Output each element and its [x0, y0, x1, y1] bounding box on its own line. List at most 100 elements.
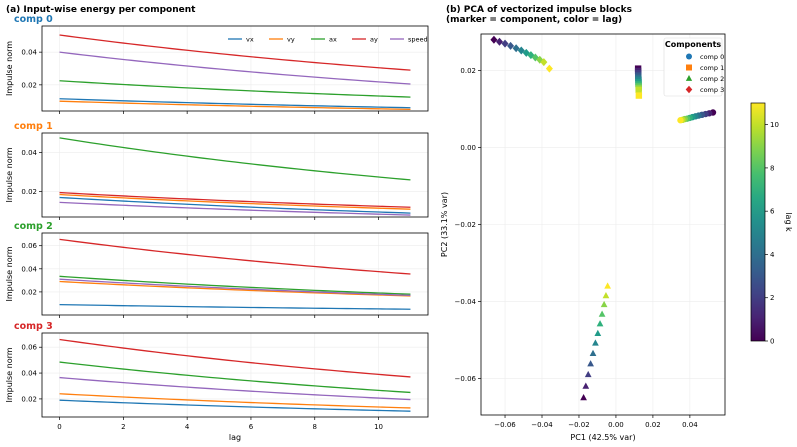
panel-comp1-line-vy: [59, 193, 411, 210]
pca-ytick-label: 0.02: [460, 67, 476, 75]
colorbar-tick-label: 8: [770, 164, 774, 172]
colorbar-label: lag k: [784, 212, 793, 232]
pca-point-comp2-lag5: [592, 339, 599, 346]
pca-legend-marker-comp2: [685, 75, 693, 81]
right-figure-title-line1: (b) PCA of vectorized impulse blocks: [446, 5, 632, 15]
panel-comp2-ylabel: Impulse norm: [5, 246, 14, 301]
panel-comp1-ytick-label: 0.02: [21, 188, 37, 196]
panel-comp2-frame: [41, 232, 429, 316]
panel-comp2-line-ay: [59, 238, 411, 275]
pca-xtick-label: −0.06: [494, 421, 516, 429]
pca-point-comp2-lag8: [598, 310, 606, 317]
panel-comp3-frame: [41, 332, 429, 418]
pca-point-comp3-lag10: [540, 58, 548, 67]
panel-comp3-ylabel: Impulse norm: [5, 347, 14, 402]
panel-comp0-line-vy: [59, 100, 411, 111]
pca-legend-title: Components: [665, 40, 722, 49]
panel-comp3-ytick-label: 0.06: [21, 344, 37, 352]
panel-comp3-line-vx: [59, 399, 411, 412]
panel-comp2-title: comp 2: [14, 221, 53, 232]
panel-comp0-line-ay: [59, 34, 411, 71]
panel-comp3-xtick-label: 2: [121, 423, 125, 431]
panel-comp2-line-ax: [59, 275, 411, 295]
pca-ytick-label: 0.00: [460, 144, 476, 152]
colorbar-tick-label: 10: [770, 121, 779, 129]
pca-ytick-label: −0.02: [455, 221, 476, 229]
pca-point-comp3-lag3: [507, 41, 515, 50]
panel-comp3-xtick-label: 6: [249, 423, 254, 431]
panel-comp0-ytick-label: 0.04: [21, 49, 37, 57]
panel-comp3-line-ay: [59, 338, 411, 378]
colorbar-tick-label: 6: [770, 208, 775, 216]
colorbar-tick-label: 2: [770, 294, 774, 302]
panel-comp1-ytick-label: 0.04: [21, 149, 37, 157]
pca-xtick-label: −0.02: [568, 421, 589, 429]
panel-comp0-line-ax: [59, 80, 411, 98]
pca-point-comp1-lag10: [635, 86, 642, 94]
pca-legend-label-comp1: comp 1: [700, 64, 724, 72]
panel-comp1-line-ay: [59, 191, 411, 208]
pca-xtick-label: 0.00: [608, 421, 624, 429]
pca-point-comp2-lag3: [587, 360, 594, 367]
pca-point-comp2-lag0: [580, 394, 587, 401]
panel-comp3-line-speed: [59, 376, 411, 401]
panel-comp2-ytick-label: 0.06: [21, 242, 37, 250]
panel-comp0-ytick-label: 0.02: [21, 81, 37, 89]
panel-comp0-line-speed: [59, 51, 411, 85]
panel-comp1-frame: [41, 132, 429, 218]
pca-point-comp3-lag11: [545, 64, 553, 73]
pca-legend-box: [663, 37, 723, 97]
panel-comp2-ytick-label: 0.04: [21, 265, 37, 273]
pca-point-comp2-lag6: [594, 329, 602, 336]
panel-comp0-line-vx: [59, 98, 411, 109]
panel-comp0-title: comp 0: [14, 14, 53, 25]
panel-comp0-frame: [41, 25, 429, 112]
colorbar: [750, 102, 766, 342]
pca-legend-marker-comp0: [686, 53, 692, 60]
pca-ytick-label: −0.04: [455, 298, 477, 306]
charts-layer: 0.02 0.04 comp 0 Impulse norm vx vy ax ay speed 0…: [5, 14, 793, 442]
legend-label-speed: speed: [408, 36, 428, 44]
pca-legend-marker-comp1: [686, 64, 692, 71]
panel-comp2-line-vy: [59, 280, 411, 297]
pca-point-comp3-lag4: [512, 44, 520, 53]
pca-point-comp2-lag9: [600, 300, 608, 308]
pca-point-comp3-lag0: [490, 35, 498, 44]
pca-xtick-label: 0.02: [645, 421, 661, 429]
pca-xtick-label: 0.04: [682, 421, 698, 429]
panel-comp3-ytick-label: 0.02: [21, 395, 37, 403]
colorbar-tick-label: 4: [770, 251, 775, 259]
panel-comp3-line-vy: [59, 393, 411, 409]
pca-legend-marker-comp3: [685, 85, 693, 94]
pca-point-comp2-lag10: [602, 292, 610, 299]
panel-comp3-xtick-label: 0: [57, 423, 61, 431]
pca-point-comp1-lag11: [635, 92, 643, 99]
panel-comp3-title: comp 3: [14, 321, 53, 332]
panel-comp3-xtick-label: 10: [374, 423, 383, 431]
panel-comp3-xtick-label: 4: [185, 423, 190, 431]
pca-point-comp2-lag1: [582, 382, 590, 389]
pca-legend-label-comp3: comp 3: [700, 86, 724, 94]
legend-label-ax: ax: [329, 36, 337, 44]
panel-comp2-line-speed: [59, 278, 411, 297]
pca-legend-label-comp0: comp 0: [700, 53, 724, 61]
pca-ylabel: PC2 (33.1% var): [440, 192, 449, 257]
pca-point-comp2-lag7: [596, 320, 604, 327]
pca-xlabel: PC1 (42.5% var): [570, 433, 635, 442]
panel-comp2-ytick-label: 0.02: [21, 288, 37, 296]
pca-xtick-label: −0.04: [531, 421, 553, 429]
pca-point-comp0-lag11: [677, 117, 684, 124]
panel-comp1-line-ax: [59, 137, 411, 181]
pca-point-comp2-lag2: [584, 370, 592, 378]
panel-comp3-xlabel: lag: [229, 433, 241, 442]
legend-label-vx: vx: [246, 36, 254, 44]
panel-comp3-xtick-label: 8: [313, 423, 317, 431]
panel-comp1-ylabel: Impulse norm: [5, 147, 14, 202]
legend-label-vy: vy: [287, 36, 295, 44]
pca-point-comp2-lag11: [604, 282, 611, 289]
panel-comp1-title: comp 1: [14, 121, 53, 132]
pca-point-comp3-lag1: [495, 37, 504, 46]
right-figure-title-line2: (marker = component, color = lag): [446, 15, 622, 25]
panel-comp1-line-speed: [59, 201, 411, 216]
